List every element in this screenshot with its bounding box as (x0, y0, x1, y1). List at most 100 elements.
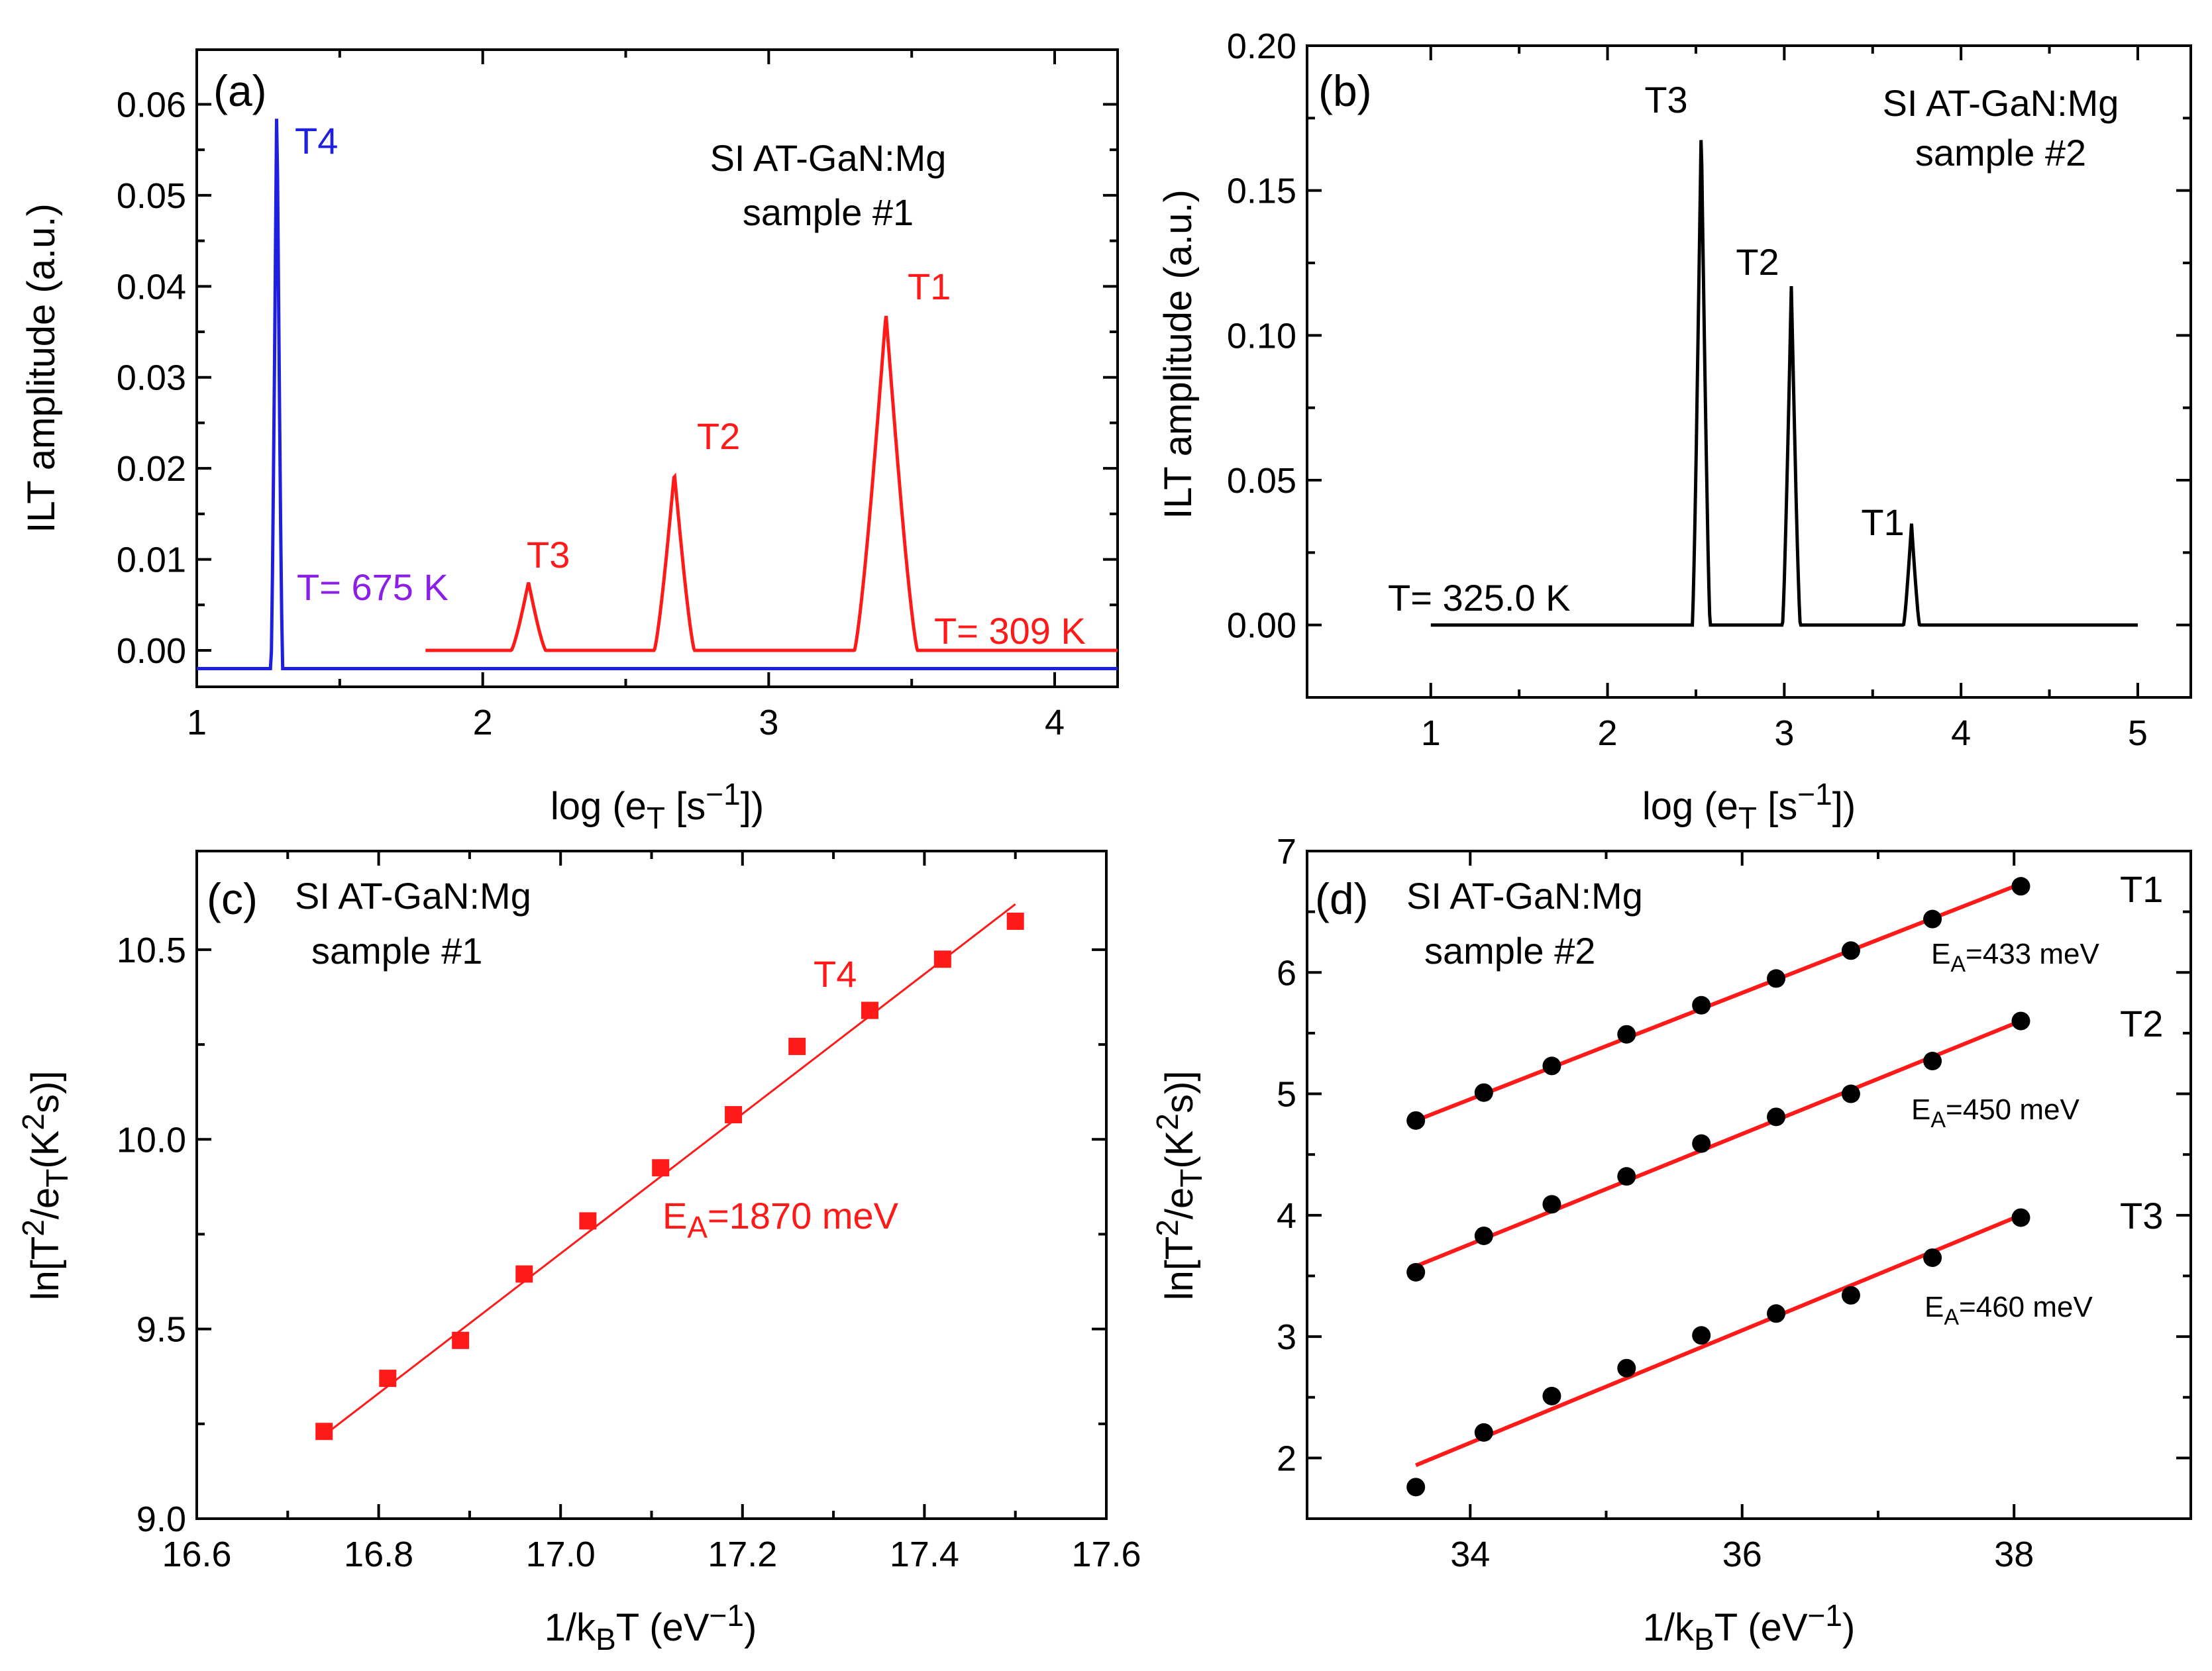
data-point-t4 (933, 950, 951, 968)
x-tick-label: 4 (1951, 713, 1971, 753)
panel-d-frame (1306, 850, 2192, 1520)
x-tick-label: 5 (2128, 713, 2148, 753)
x-tick-label: 1 (1421, 713, 1441, 753)
data-point-t1 (1617, 1025, 1636, 1044)
data-point-t4 (725, 1106, 743, 1124)
x-tick-label: 17.0 (526, 1535, 596, 1574)
panel-b: 1 2 3 4 5 0.00 0.05 0.10 0.15 0.20 (b) SI AT-GaN:… (1157, 26, 2192, 835)
activation-energy-433: EA=433 meV (1931, 938, 2100, 977)
x-tick-label: 36 (1722, 1535, 1762, 1574)
peak-label-t2-a: T2 (697, 415, 740, 457)
panel-a-curves (197, 119, 1118, 670)
x-tick-label: 38 (1994, 1535, 2034, 1574)
temperature-label-675k: T= 675 K (297, 566, 448, 608)
data-point-t4 (788, 1037, 806, 1055)
y-tick-label: 7 (1277, 832, 1296, 872)
fit-line-t2 (1415, 1019, 2022, 1268)
y-tick-label: 0.00 (1227, 606, 1296, 646)
temperature-label-309k: T= 309 K (934, 610, 1086, 652)
x-tick-label: 3 (759, 703, 778, 742)
y-tick-label: 6 (1277, 953, 1296, 993)
panel-a-label: (a) (213, 66, 267, 115)
y-tick-label: 0.01 (117, 540, 186, 580)
y-tick-label: 2 (1277, 1439, 1296, 1478)
activation-energy-460: EA=460 meV (1924, 1291, 2093, 1330)
panel-a-y-axis-label: ILT amplitude (a.u.) (20, 203, 63, 533)
data-point-t2 (1923, 1052, 1942, 1071)
activation-energy-450: EA=450 meV (1911, 1093, 2080, 1133)
data-point-t1 (1406, 1111, 1426, 1130)
y-tick-label: 0.03 (117, 358, 186, 398)
panel-d-curves (1406, 877, 2030, 1497)
y-tick-label: 0.20 (1227, 26, 1296, 66)
fit-line-t1 (1415, 882, 2022, 1123)
y-tick-label: 0.02 (117, 449, 186, 489)
series-label-t3-d: T3 (2120, 1195, 2163, 1237)
panel-a-legend-line2: sample #1 (743, 191, 914, 233)
data-point-t2 (2011, 1011, 2030, 1031)
x-tick-label: 16.8 (344, 1535, 413, 1574)
panel-b-legend-line1: SI AT-GaN:Mg (1883, 82, 2119, 124)
panel-a-ticks: 1 2 3 4 0.00 0.01 0.02 0.03 0.04 0.05 0.06 (117, 50, 1118, 742)
peak-label-t3-a: T3 (527, 534, 570, 576)
panel-a-x-axis-label: log (eT [s−1]) (551, 777, 764, 835)
temperature-label-325k: T= 325.0 K (1388, 577, 1571, 619)
panel-c: 16.6 16.8 17.0 17.2 17.4 17.6 9.0 9.5 10.0 10.5 (… (16, 850, 1141, 1656)
x-tick-label: 2 (473, 703, 493, 742)
peak-label-t3-b: T3 (1644, 79, 1687, 121)
fit-line-t4 (323, 903, 1016, 1437)
data-point-t3 (1617, 1358, 1636, 1378)
data-point-t4 (1006, 912, 1024, 930)
series-label-t2-d: T2 (2120, 1003, 2163, 1044)
panel-c-curves (315, 903, 1024, 1441)
panel-d-legend-line1: SI AT-GaN:Mg (1406, 875, 1643, 917)
data-point-t1 (1923, 909, 1942, 929)
data-point-t3 (1692, 1326, 1711, 1345)
y-tick-label: 0.05 (1227, 461, 1296, 501)
y-tick-label: 5 (1277, 1075, 1296, 1115)
panel-b-frame (1306, 44, 2192, 699)
peak-label-t1-a: T1 (908, 266, 951, 307)
data-point-t4 (379, 1370, 397, 1388)
data-point-t4 (315, 1423, 333, 1441)
data-point-t1 (1841, 941, 1860, 960)
data-point-t2 (1542, 1195, 1561, 1214)
data-point-t1 (1474, 1083, 1493, 1102)
y-tick-label: 9.0 (136, 1499, 186, 1539)
panel-c-legend-line1: SI AT-GaN:Mg (295, 875, 531, 917)
data-point-t4 (652, 1159, 670, 1177)
x-tick-label: 17.4 (890, 1535, 959, 1574)
y-tick-label: 0.15 (1227, 172, 1296, 211)
y-tick-label: 0.06 (117, 85, 186, 125)
data-point-t3 (1841, 1286, 1860, 1305)
data-point-t4 (861, 1001, 879, 1019)
panel-d-y-axis-label: ln[T2/eT(K2s)] (1150, 1071, 1208, 1301)
panel-b-label: (b) (1318, 66, 1372, 115)
spectrum-line-3250k (1430, 140, 2138, 627)
data-point-t1 (2011, 877, 2030, 896)
x-tick-label: 2 (1598, 713, 1618, 753)
y-tick-label: 0.05 (117, 176, 186, 216)
panel-d-x-axis-label: 1/kBT (eV−1) (1643, 1598, 1856, 1656)
panel-c-ticks: 16.6 16.8 17.0 17.2 17.4 17.6 9.0 9.5 10.0 10.5 (117, 851, 1141, 1574)
data-point-t1 (1767, 969, 1786, 988)
panel-b-legend-line2: sample #2 (1915, 132, 2086, 174)
x-tick-label: 34 (1450, 1535, 1490, 1574)
data-point-t2 (1692, 1134, 1711, 1153)
x-tick-label: 17.6 (1071, 1535, 1141, 1574)
panel-b-y-axis-label: ILT amplitude (a.u.) (1157, 189, 1200, 519)
panel-a-legend-line1: SI AT-GaN:Mg (710, 137, 947, 179)
panel-c-label: (c) (207, 874, 258, 923)
data-point-t3 (1923, 1248, 1942, 1267)
y-tick-label: 3 (1277, 1317, 1296, 1357)
data-point-t2 (1841, 1084, 1860, 1103)
series-label-t4-c: T4 (814, 953, 857, 995)
data-point-t2 (1474, 1226, 1493, 1245)
data-point-t4 (579, 1212, 597, 1230)
series-label-t1-d: T1 (2120, 868, 2163, 910)
y-tick-label: 10.0 (117, 1120, 186, 1160)
peak-label-t4: T4 (295, 120, 338, 162)
